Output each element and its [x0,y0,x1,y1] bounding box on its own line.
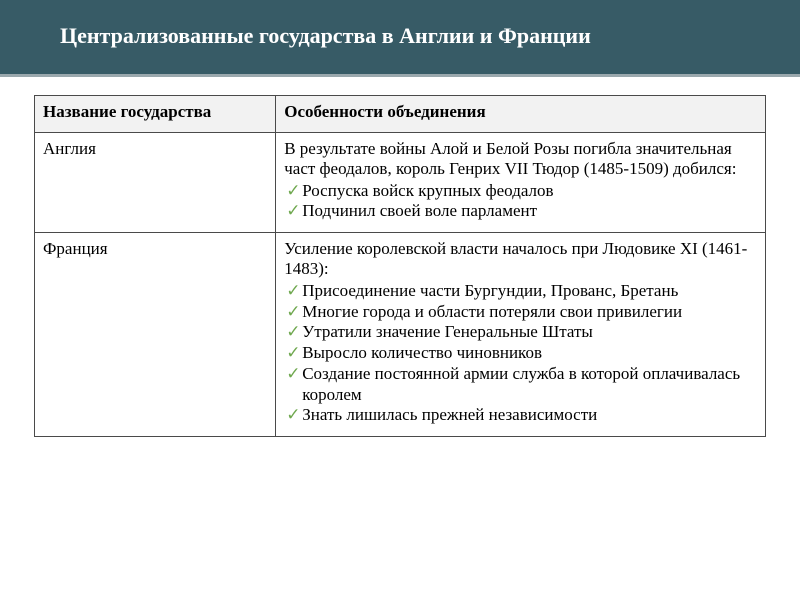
list-item: Утратили значение Генеральные Штаты [302,322,757,343]
content-area: Название государства Особенности объедин… [0,77,800,438]
row-details-cell: Усиление королевской власти началось при… [276,232,766,436]
table-header-cell: Особенности объединения [276,95,766,132]
table-body: Англия В результате войны Алой и Белой Ро… [35,132,766,437]
row-items-list: Присоединение части Бургундии, Прованс, … [284,281,757,426]
list-item: Выросло количество чиновников [302,343,757,364]
row-name: Англия [43,139,96,158]
row-details-cell: В результате войны Алой и Белой Розы пог… [276,132,766,232]
slide: Централизованные государства в Англии и … [0,0,800,600]
table-header-cell: Название государства [35,95,276,132]
row-intro: В результате войны Алой и Белой Розы пог… [284,139,757,179]
list-item: Присоединение части Бургундии, Прованс, … [302,281,757,302]
list-item: Создание постоянной армии служба в котор… [302,364,757,405]
list-item: Многие города и области потеряли свои пр… [302,302,757,323]
list-item: Знать лишилась прежней независимости [302,405,757,426]
list-item: Подчинил своей воле парламент [302,201,757,222]
table-header-row: Название государства Особенности объедин… [35,95,766,132]
row-items-list: Роспуска войск крупных феодаловПодчинил … [284,181,757,222]
row-intro: Усиление королевской власти началось при… [284,239,757,279]
row-name-cell: Франция [35,232,276,436]
table-row: Франция Усиление королевской власти начал… [35,232,766,436]
table-row: Англия В результате войны Алой и Белой Ро… [35,132,766,232]
data-table: Название государства Особенности объедин… [34,95,766,438]
row-name: Франция [43,239,108,258]
row-name-cell: Англия [35,132,276,232]
slide-title-text: Централизованные государства в Англии и … [60,23,591,48]
list-item: Роспуска войск крупных феодалов [302,181,757,202]
slide-title: Централизованные государства в Англии и … [0,0,800,77]
